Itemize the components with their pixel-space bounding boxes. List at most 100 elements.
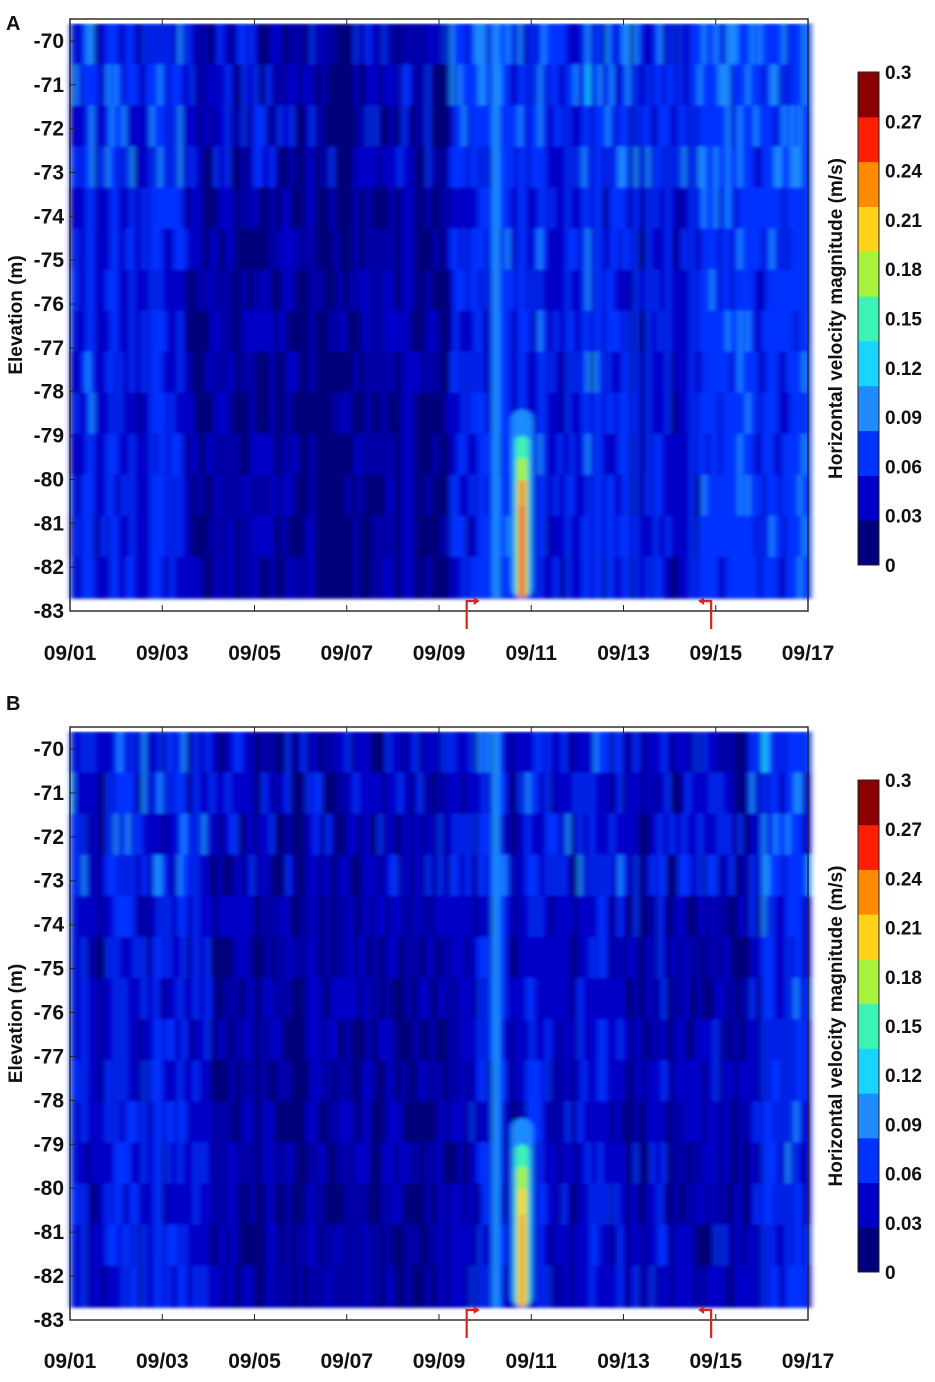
field-cell [402,105,407,148]
field-cell [558,64,563,107]
field-cell [566,310,571,353]
field-cell [278,310,283,353]
field-cell [634,269,639,312]
field-cell [258,269,263,312]
field-cell [750,310,755,353]
field-cell [70,1265,75,1308]
field-cell [314,1101,319,1144]
field-cell [586,515,591,558]
field-cell [410,269,415,312]
field-cell [286,978,291,1021]
field-cell [174,228,179,271]
field-cell [338,1142,343,1185]
field-cell [298,854,303,897]
field-cell [98,1060,103,1103]
field-cell [554,474,559,517]
field-cell [658,1265,663,1308]
field-cell [790,351,795,394]
field-cell [118,772,123,815]
field-cell [802,269,807,312]
field-cell [362,433,367,476]
field-cell [194,813,199,856]
field-cell [758,556,763,599]
field-cell [390,187,395,230]
field-cell [86,23,91,66]
field-cell [714,978,719,1021]
field-cell [302,772,307,815]
field-cell [118,351,123,394]
field-cell [226,228,231,271]
field-cell [446,433,451,476]
field-cell [238,1019,243,1062]
field-cell [134,1183,139,1226]
field-cell [750,105,755,148]
field-cell [718,1142,723,1185]
field-cell [242,310,247,353]
field-cell [482,64,487,107]
field-cell [638,895,643,938]
field-cell [666,515,671,558]
field-cell [326,474,331,517]
field-cell [442,64,447,107]
field-cell [598,936,603,980]
field-cell [310,1265,315,1308]
field-cell [226,187,231,230]
field-cell [474,23,479,66]
field-cell [266,146,271,189]
field-cell [626,1265,631,1308]
field-cell [434,269,439,312]
field-cell [358,854,363,897]
field-cell [226,1101,231,1144]
field-cell [550,1224,555,1267]
field-cell [246,731,251,774]
field-cell [650,392,655,435]
field-cell [426,23,431,66]
field-cell [306,895,311,938]
field-cell [498,1183,503,1226]
field-cell [170,146,175,189]
field-cell [566,228,571,271]
field-cell [522,146,527,189]
field-cell [362,351,367,394]
field-cell [298,23,303,66]
field-cell [174,23,179,66]
panel-label: A [6,13,20,35]
field-cell [402,351,407,394]
field-cell [126,310,131,353]
colorbar-segment [858,520,879,566]
field-cell [290,978,295,1021]
field-cell [286,1101,291,1144]
field-cell [146,978,151,1021]
field-cell [294,474,299,517]
field-cell [518,895,523,938]
field-cell [642,310,647,353]
field-cell [182,433,187,476]
field-cell [78,433,83,476]
field-cell [630,813,635,856]
field-cell [546,772,551,815]
field-cell [74,146,79,189]
field-cell [202,1101,207,1144]
field-cell [182,813,187,856]
field-cell [546,310,551,353]
field-cell [114,310,119,353]
field-cell [522,269,527,312]
field-cell [342,228,347,271]
field-cell [106,433,111,476]
field-cell [714,1183,719,1226]
field-cell [478,895,483,938]
field-cell [638,515,643,558]
field-cell [458,515,463,558]
field-cell [114,433,119,476]
field-cell [138,228,143,271]
field-cell [230,1101,235,1144]
field-cell [702,936,707,980]
field-cell [206,1183,211,1226]
field-cell [498,146,503,189]
field-cell [142,64,147,107]
field-cell [318,105,323,148]
field-cell [242,187,247,230]
field-cell [606,854,611,897]
field-cell [726,813,731,856]
field-cell [746,515,751,558]
